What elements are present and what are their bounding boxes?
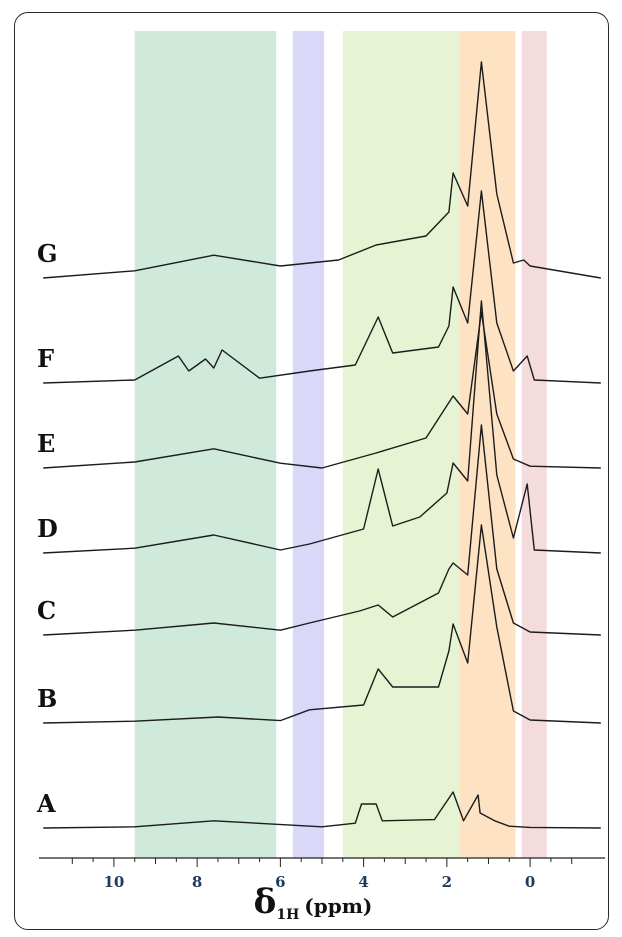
trace-C xyxy=(43,424,601,636)
trace-label-A: A xyxy=(36,789,56,818)
highlight-region-2 xyxy=(342,31,460,858)
highlight-region-1 xyxy=(292,31,325,858)
trace-F xyxy=(43,190,601,384)
x-axis-title-symbol: δ xyxy=(254,882,277,922)
x-axis: 10 8 6 4 2 0 xyxy=(39,857,605,891)
x-tick-label: 8 xyxy=(192,873,202,891)
trace-labels: A B C D E F G xyxy=(36,239,58,818)
x-tick-label: 10 xyxy=(103,873,124,891)
x-axis-title-subscript: 1H xyxy=(276,907,299,923)
trace-label-D: D xyxy=(37,514,58,543)
trace-E xyxy=(43,311,601,469)
trace-B xyxy=(43,524,601,724)
trace-label-E: E xyxy=(37,429,55,458)
x-tick-label: 4 xyxy=(358,873,368,891)
nmr-spectra-plot: A B C D E F G 10 8 6 4 2 0 δ1H (ppm) xyxy=(36,31,605,923)
highlight-region-0 xyxy=(134,31,277,858)
trace-G xyxy=(43,61,601,279)
highlight-regions xyxy=(134,31,547,858)
figure-frame: A B C D E F G 10 8 6 4 2 0 δ1H (ppm) xyxy=(14,12,609,930)
trace-label-B: B xyxy=(37,684,57,713)
highlight-region-3 xyxy=(459,31,516,858)
trace-label-F: F xyxy=(37,344,54,373)
highlight-region-4 xyxy=(521,31,547,858)
x-tick-label: 2 xyxy=(442,873,452,891)
trace-label-C: C xyxy=(37,596,56,625)
spectra-traces xyxy=(43,61,601,829)
x-tick-label: 6 xyxy=(275,873,285,891)
trace-label-G: G xyxy=(37,239,58,268)
x-axis-title-unit: (ppm) xyxy=(304,894,372,918)
x-axis-title: δ1H (ppm) xyxy=(254,882,373,923)
x-tick-label: 0 xyxy=(525,873,535,891)
trace-A xyxy=(43,791,601,829)
trace-D xyxy=(43,300,601,554)
